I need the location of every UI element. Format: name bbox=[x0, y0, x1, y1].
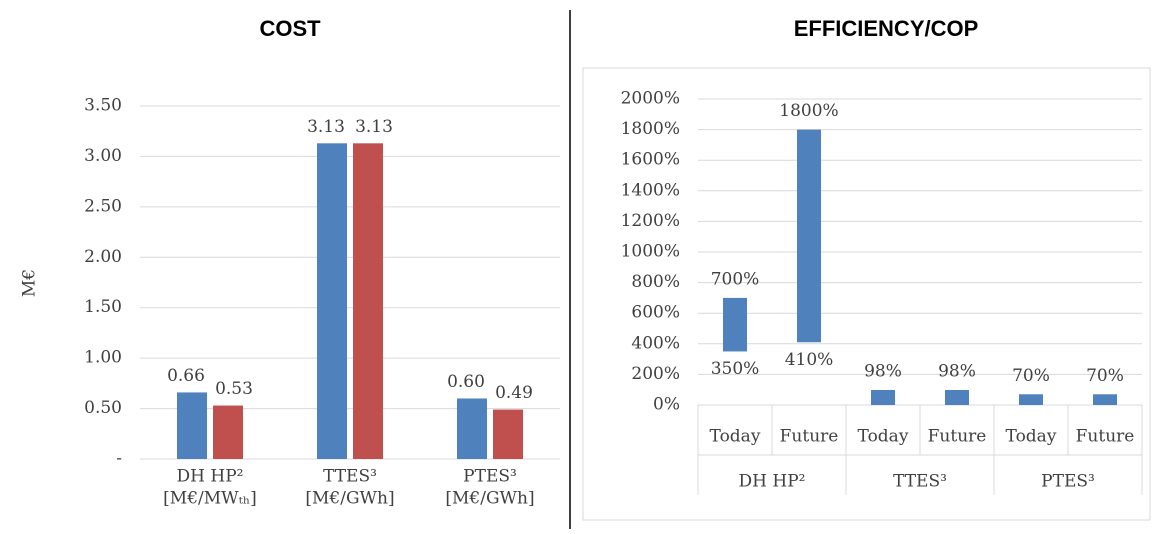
bar bbox=[493, 409, 523, 459]
x-tick-label: Future bbox=[928, 427, 987, 447]
data-label: 410% bbox=[785, 350, 834, 370]
y-tick-label: 1.50 bbox=[84, 297, 122, 317]
data-label: 3.13 bbox=[355, 117, 393, 137]
data-label: 700% bbox=[711, 269, 760, 289]
bar bbox=[871, 390, 895, 405]
y-tick-label: 1800% bbox=[621, 119, 680, 139]
bar bbox=[723, 297, 747, 352]
data-label: 0.66 bbox=[167, 366, 205, 386]
y-tick-label: 200% bbox=[631, 364, 680, 384]
bar bbox=[353, 143, 383, 459]
data-label: 98% bbox=[938, 362, 976, 382]
y-tick-label: 2000% bbox=[621, 89, 680, 109]
x-tick-label: PTES³ bbox=[463, 467, 517, 487]
data-label: 3.13 bbox=[307, 117, 345, 137]
y-tick-label: 600% bbox=[631, 303, 680, 323]
y-tick-label: 1400% bbox=[621, 180, 680, 200]
x-tick-label: [M€/GWh] bbox=[445, 489, 534, 509]
y-tick-label: 1200% bbox=[621, 211, 680, 231]
chart-frame bbox=[582, 67, 1151, 521]
group-label: DH HP² bbox=[739, 472, 806, 492]
x-tick-label: [M€/GWh] bbox=[305, 489, 394, 509]
y-tick-label: 3.00 bbox=[84, 146, 122, 166]
group-label: TTES³ bbox=[893, 472, 947, 492]
y-tick-label: 2.50 bbox=[84, 196, 122, 216]
y-tick-label: 0.50 bbox=[84, 398, 122, 418]
bar bbox=[797, 129, 821, 343]
data-label: 0.49 bbox=[495, 383, 533, 403]
x-tick-label: TTES³ bbox=[323, 467, 377, 487]
y-tick-label: 0% bbox=[653, 395, 680, 415]
y-tick-label: - bbox=[116, 449, 122, 469]
data-label: 350% bbox=[711, 359, 760, 379]
x-tick-label: Future bbox=[1076, 427, 1135, 447]
bar bbox=[1093, 394, 1117, 405]
y-tick-label: 400% bbox=[631, 333, 680, 353]
group-label: PTES³ bbox=[1041, 472, 1095, 492]
bar bbox=[457, 398, 487, 459]
chart-title: COST bbox=[259, 16, 321, 41]
x-tick-label: Today bbox=[1006, 427, 1057, 447]
bar bbox=[945, 390, 969, 405]
data-label: 70% bbox=[1086, 366, 1124, 386]
x-tick-label: Future bbox=[780, 427, 839, 447]
chart-title: EFFICIENCY/COP bbox=[794, 16, 979, 41]
data-label: 1800% bbox=[779, 101, 838, 121]
bar bbox=[177, 392, 207, 459]
data-label: 0.53 bbox=[215, 379, 253, 399]
y-tick-label: 1.00 bbox=[84, 348, 122, 368]
x-tick-label: Today bbox=[858, 427, 909, 447]
bar bbox=[1019, 394, 1043, 405]
y-tick-label: 3.50 bbox=[84, 96, 122, 116]
y-tick-label: 1000% bbox=[621, 242, 680, 262]
data-label: 70% bbox=[1012, 366, 1050, 386]
x-tick-label: Today bbox=[710, 427, 761, 447]
y-tick-label: 2.00 bbox=[84, 247, 122, 267]
data-label: 98% bbox=[864, 362, 902, 382]
bar bbox=[213, 405, 243, 459]
x-tick-label: DH HP² bbox=[177, 467, 244, 487]
y-tick-label: 1600% bbox=[621, 150, 680, 170]
x-tick-label: [M€/MWₜₕ] bbox=[163, 489, 257, 509]
data-label: 0.60 bbox=[447, 372, 485, 392]
bar bbox=[317, 143, 347, 459]
y-tick-label: 800% bbox=[631, 272, 680, 292]
y-axis-label: M€ bbox=[20, 269, 40, 297]
